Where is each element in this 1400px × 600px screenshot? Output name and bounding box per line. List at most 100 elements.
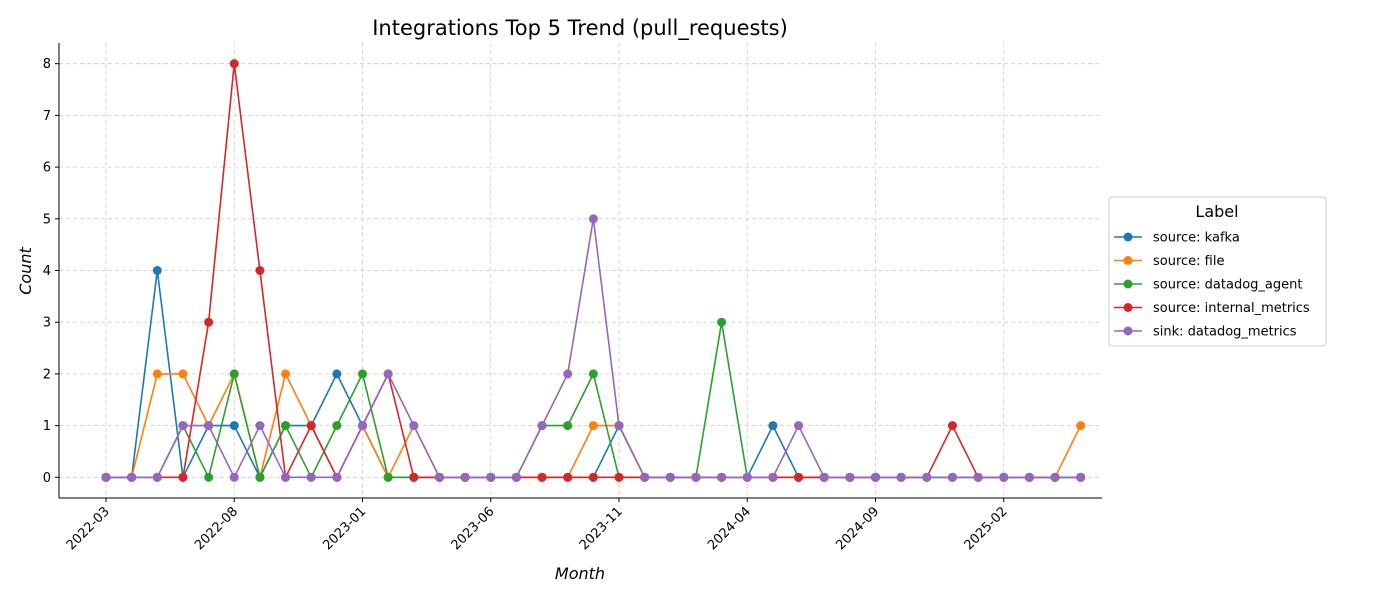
data-point xyxy=(588,369,598,379)
data-point xyxy=(588,421,598,431)
x-ticks: 2022-03 2022-08 2023-01 2023-06 2023-11 2024-… xyxy=(64,498,1011,553)
data-point xyxy=(229,421,239,431)
data-point xyxy=(1076,421,1086,431)
data-point xyxy=(255,421,265,431)
legend-box xyxy=(1108,196,1327,347)
y-tick-label: 6 xyxy=(43,161,51,176)
data-point xyxy=(332,421,342,431)
data-point xyxy=(178,421,188,431)
data-point xyxy=(255,472,265,482)
data-point xyxy=(281,472,291,482)
legend-title: Label xyxy=(1195,202,1238,221)
data-point xyxy=(229,59,239,69)
data-point xyxy=(691,472,701,482)
x-tick-label: 2025-02 xyxy=(962,504,1011,553)
data-point xyxy=(999,472,1009,482)
x-tick-label: 2024-04 xyxy=(705,504,754,553)
legend-label: sink: datadog_metrics xyxy=(1153,325,1297,340)
data-point xyxy=(281,369,291,379)
legend-items: source: kafka source: file source: datadog… xyxy=(1114,231,1310,340)
data-point xyxy=(614,472,624,482)
legend: Label source: kafka source: file source: d… xyxy=(1108,196,1327,347)
data-point xyxy=(871,472,880,482)
data-point xyxy=(306,421,316,431)
y-ticks: 0 1 2 3 4 5 6 7 8 xyxy=(43,57,59,486)
legend-label: source: kafka xyxy=(1153,231,1240,246)
x-tick-label: 2022-08 xyxy=(192,504,241,553)
data-point xyxy=(563,421,573,431)
legend-marker xyxy=(1123,279,1133,289)
data-point xyxy=(152,472,162,482)
legend-label: source: datadog_agent xyxy=(1153,278,1302,293)
data-point xyxy=(537,472,547,482)
data-point xyxy=(1076,472,1086,482)
data-point xyxy=(588,472,598,482)
data-point xyxy=(255,266,265,275)
series-4 xyxy=(101,214,1086,482)
data-point xyxy=(486,472,496,482)
x-tick-label: 2023-06 xyxy=(449,504,498,553)
data-point xyxy=(614,421,624,431)
data-point xyxy=(204,317,214,327)
data-point xyxy=(383,369,393,379)
data-point xyxy=(511,472,521,482)
y-tick-label: 0 xyxy=(43,471,51,486)
data-point xyxy=(229,472,239,482)
legend-marker xyxy=(1123,256,1133,265)
legend-item: source: internal_metrics xyxy=(1114,301,1310,316)
legend-label: source: file xyxy=(1153,254,1224,269)
data-point xyxy=(845,472,855,482)
data-point xyxy=(896,472,906,482)
legend-item: source: datadog_agent xyxy=(1114,278,1302,293)
data-point xyxy=(563,472,573,482)
legend-marker xyxy=(1123,232,1133,242)
data-point xyxy=(947,472,957,482)
x-tick-label: 2024-09 xyxy=(833,504,882,553)
data-point xyxy=(434,472,444,482)
data-point xyxy=(717,472,727,482)
data-point xyxy=(101,472,111,482)
y-tick-label: 3 xyxy=(43,316,51,331)
data-point xyxy=(794,472,804,482)
legend-item: sink: datadog_metrics xyxy=(1114,325,1297,340)
data-point xyxy=(1050,472,1060,482)
data-point xyxy=(152,266,162,275)
data-point xyxy=(768,472,778,482)
data-point xyxy=(204,421,214,431)
data-point xyxy=(358,369,367,379)
data-point xyxy=(204,472,214,482)
legend-item: source: file xyxy=(1114,254,1224,269)
data-point xyxy=(1024,472,1034,482)
y-tick-label: 7 xyxy=(43,109,51,124)
data-point xyxy=(178,369,188,379)
grid-lines xyxy=(59,43,1102,498)
x-tick-label: 2023-01 xyxy=(320,504,369,553)
x-tick-label: 2023-11 xyxy=(577,504,626,553)
data-point xyxy=(819,472,829,482)
data-point xyxy=(460,472,470,482)
data-point xyxy=(563,369,573,379)
y-tick-label: 4 xyxy=(43,264,51,279)
y-tick-label: 2 xyxy=(43,367,51,382)
data-point xyxy=(127,472,137,482)
data-point xyxy=(358,421,367,431)
data-point xyxy=(332,369,342,379)
data-point xyxy=(922,472,932,482)
legend-marker xyxy=(1123,303,1133,312)
legend-label: source: internal_metrics xyxy=(1153,301,1310,316)
data-point xyxy=(229,369,239,379)
data-point xyxy=(768,421,778,431)
data-point xyxy=(588,214,598,224)
data-point xyxy=(178,472,188,482)
y-tick-label: 8 xyxy=(43,57,51,72)
data-point xyxy=(665,472,675,482)
data-point xyxy=(332,472,342,482)
x-axis-label: Month xyxy=(555,564,605,583)
data-point xyxy=(717,317,727,327)
data-point xyxy=(152,369,162,379)
series-line xyxy=(106,321,1081,479)
y-axis-label: Count xyxy=(16,247,35,295)
y-tick-label: 5 xyxy=(43,212,51,227)
data-point xyxy=(973,472,983,482)
